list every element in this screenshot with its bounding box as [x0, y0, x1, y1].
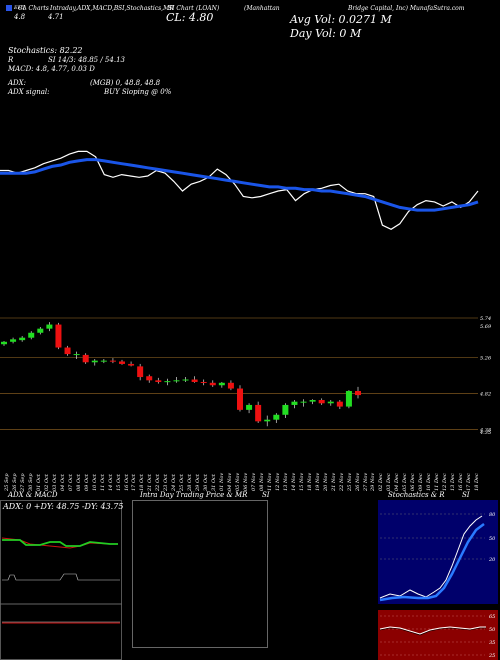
si-white-line	[379, 626, 486, 635]
adx-green-line	[2, 539, 118, 547]
header-tab-5: (Manhattan	[244, 5, 280, 12]
stoch-panel	[378, 500, 498, 604]
candle-body	[100, 360, 107, 362]
series-line-1	[0, 158, 479, 212]
stoch-tick-label: 80	[489, 512, 496, 518]
legend-label: EMA	[14, 5, 27, 11]
candle-body	[336, 401, 343, 407]
r-readout: R	[8, 56, 14, 64]
adx-readout: ADX: 0 +DY: 48.75 -DY: 43.75	[3, 502, 124, 511]
candle-body	[10, 339, 17, 342]
candle-body	[246, 404, 253, 410]
series-line-0	[0, 150, 479, 230]
close-label: CL: 4.80	[166, 11, 214, 24]
header-tab-0: CL Charts	[18, 5, 49, 12]
candle-body	[264, 419, 271, 422]
stoch-tick-label: 50	[489, 536, 496, 542]
avg-volume: Avg Vol: 0.0271 M	[290, 13, 392, 26]
price-ref: 4.8	[14, 13, 26, 21]
y-tick-label: 5.69	[480, 324, 492, 330]
day-volume-unit: M	[350, 27, 362, 40]
candle-body	[91, 360, 98, 363]
adx-label: ADX:	[8, 79, 27, 87]
candle-body	[200, 381, 207, 383]
price-ref-2: 4.71	[48, 13, 64, 21]
si-tick-label: 35	[489, 640, 495, 646]
y-tick-label: 4.35	[479, 430, 491, 436]
candle-body	[300, 401, 307, 403]
intraday-panel-si: SI	[262, 491, 270, 499]
adx-signal-value: BUY Sloping @ 0%	[104, 88, 172, 96]
header-tab-2: SI,Stochastics,MR	[118, 5, 174, 12]
si-tick-label: 50	[489, 627, 496, 633]
candle-body	[282, 404, 289, 415]
header-tab-6: Bridge Capital, Inc) MunafaSutra.com	[348, 5, 465, 12]
candle-body	[209, 382, 216, 386]
candle-body	[173, 380, 180, 382]
candle-body	[227, 382, 234, 389]
candle-body	[1, 341, 7, 345]
y-tick-label: 4.82	[479, 391, 491, 397]
si-panel	[378, 610, 498, 660]
candle-body	[146, 376, 153, 381]
legend-swatch	[6, 5, 12, 11]
candle-body	[309, 400, 316, 402]
candle-body	[82, 354, 89, 363]
adx-signal-label: ADX signal:	[8, 88, 50, 96]
candle-body	[109, 360, 116, 362]
candle-body	[327, 401, 334, 404]
candle-body	[46, 324, 53, 329]
si-black-line	[379, 627, 486, 636]
candle-body	[37, 328, 44, 333]
stoch-tick-label: 20	[488, 557, 496, 563]
candle-body	[355, 390, 361, 396]
adx-white-line	[2, 573, 120, 581]
candle-body	[137, 366, 144, 378]
adx-values: (MGB) 0, 48.8, 48.8	[90, 79, 161, 87]
candle-body	[318, 400, 325, 404]
ema-line-chart	[0, 150, 479, 230]
candle-body	[218, 382, 225, 386]
stoch-panel-title: Stochastics & R	[388, 491, 445, 499]
candle-body	[155, 380, 162, 382]
candle-body	[164, 381, 171, 383]
macd-readout: MACD: 4.8, 4.77, 0.03 D	[8, 65, 95, 73]
header-tab-1: Intraday,ADX,MACD,B	[50, 5, 119, 12]
stoch-k-line	[379, 515, 483, 599]
candle-body	[55, 324, 62, 348]
candle-body	[273, 414, 280, 420]
candle-body	[28, 332, 35, 338]
header-tab-4: (LOAN)	[196, 5, 220, 12]
candle-body	[128, 363, 135, 366]
header-tab-3: SI Chart	[168, 5, 194, 12]
y-tick-label: 5.74	[480, 316, 491, 322]
y-tick-label: 5.26	[480, 355, 492, 361]
candle-body	[291, 401, 298, 405]
candle-body	[73, 354, 80, 356]
candle-body	[255, 404, 262, 422]
adx-panel-title: ADX & MACD	[8, 491, 58, 499]
candle-body	[119, 361, 125, 364]
intraday-panel	[132, 500, 268, 648]
stochastics-readout: Stochastics: 82.22	[8, 46, 83, 55]
stoch-panel-si: SI	[462, 491, 470, 499]
candle-body	[237, 388, 243, 410]
day-volume: Day Vol: 0	[290, 27, 347, 40]
si-tick-label: 65	[489, 614, 495, 620]
y-tick-label: 4.38	[479, 428, 491, 434]
si-readout: SI 14/3: 48.85 / 54.13	[48, 56, 125, 64]
candle-body	[19, 337, 26, 341]
stoch-d-line	[379, 523, 485, 602]
candle-body	[64, 347, 71, 355]
intraday-panel-title: Intra Day Trading Price & MR	[140, 491, 248, 499]
si-tick-label: 25	[488, 653, 495, 659]
candle-body	[345, 390, 352, 407]
candle-body	[191, 379, 198, 382]
candle-body	[182, 379, 189, 381]
